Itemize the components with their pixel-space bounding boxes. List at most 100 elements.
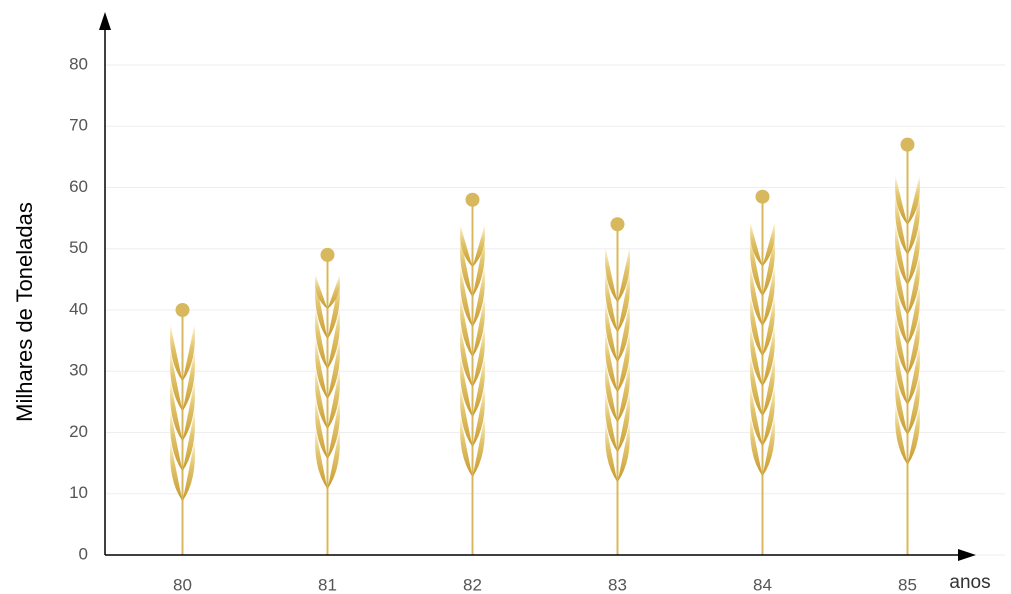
wheat-grain — [315, 398, 328, 459]
wheat-grain — [605, 422, 618, 483]
y-tick-label: 40 — [69, 299, 88, 318]
wheat-grain — [472, 225, 485, 267]
wheat-grain — [750, 222, 763, 267]
wheat-dot — [465, 192, 480, 207]
wheat-grain — [460, 225, 473, 267]
wheat-grain — [750, 296, 763, 357]
wheat-grain — [472, 296, 485, 357]
wheat-grain — [170, 381, 183, 442]
x-axis-arrow — [958, 549, 976, 561]
wheat-grain — [460, 326, 473, 387]
wheat-grain — [327, 308, 340, 369]
wheat-grain — [907, 404, 920, 465]
wheat-dot — [610, 217, 625, 232]
wheat-grain — [907, 314, 920, 375]
wheat-grain — [907, 374, 920, 435]
wheat-grain — [605, 247, 618, 303]
wheat-ear — [170, 324, 195, 502]
wheat-grain — [460, 266, 473, 327]
wheat-grain — [327, 398, 340, 459]
y-tick-label: 50 — [69, 238, 88, 257]
wheat-grain — [472, 326, 485, 387]
wheat-grain — [315, 274, 328, 309]
wheat-grain — [605, 362, 618, 423]
wheat-grain — [762, 356, 775, 417]
wheat-grain — [762, 326, 775, 387]
wheat-grain — [617, 332, 630, 393]
wheat-grain — [472, 266, 485, 327]
wheat-grain — [460, 356, 473, 417]
x-tick-label: 82 — [463, 575, 482, 594]
wheat-grain — [605, 302, 618, 363]
wheat-grain — [762, 386, 775, 447]
wheat-grain — [895, 314, 908, 375]
wheat-ear — [315, 274, 340, 489]
wheat-grain — [315, 428, 328, 489]
wheat-grain — [750, 326, 763, 387]
wheat-grain — [182, 441, 195, 502]
wheat-grain — [895, 404, 908, 465]
wheat-grain — [327, 338, 340, 399]
wheat-grain — [762, 296, 775, 357]
wheat-grain — [170, 441, 183, 502]
wheat-grain — [895, 374, 908, 435]
wheat-grain — [472, 386, 485, 447]
wheat-grain — [182, 381, 195, 442]
wheat-grain — [895, 254, 908, 315]
wheat-ear — [460, 225, 485, 477]
y-tick-label: 70 — [69, 116, 88, 135]
wheat-grain — [170, 351, 183, 412]
wheat-grain — [762, 416, 775, 477]
x-axis-title: anos — [949, 572, 990, 593]
x-tick-label: 81 — [318, 575, 337, 594]
wheat-grain — [907, 254, 920, 315]
wheat-ear — [895, 175, 920, 465]
wheat-grain — [460, 416, 473, 477]
y-tick-label: 0 — [79, 544, 88, 563]
wheat-grain — [907, 344, 920, 405]
y-tick-label: 20 — [69, 422, 88, 441]
wheat-dot — [175, 303, 190, 317]
wheat-grain — [895, 224, 908, 285]
wheat-grain — [750, 416, 763, 477]
y-tick-label: 80 — [69, 54, 88, 73]
wheat-grain — [327, 368, 340, 429]
wheat-grain — [472, 356, 485, 417]
y-tick-label: 30 — [69, 361, 88, 380]
wheat-grain — [605, 272, 618, 333]
wheat-grain — [617, 422, 630, 483]
wheat-grain — [762, 266, 775, 327]
wheat-grain — [182, 324, 195, 382]
wheat-grain — [472, 416, 485, 477]
y-tick-label: 60 — [69, 177, 88, 196]
x-tick-label: 85 — [898, 575, 917, 594]
wheat-grain — [170, 411, 183, 472]
wheat-grain — [895, 344, 908, 405]
grid — [105, 64, 1005, 556]
wheat-grain — [460, 386, 473, 447]
wheat-grain — [907, 175, 920, 225]
wheat-grain — [605, 392, 618, 453]
wheat-ear — [750, 222, 775, 477]
wheat-grain — [315, 338, 328, 399]
wheat-grain — [895, 175, 908, 225]
wheat-grain — [750, 266, 763, 327]
wheat-dot — [755, 189, 770, 204]
wheat-grain — [460, 296, 473, 357]
wheat-grain — [762, 236, 775, 297]
x-tick-label: 84 — [753, 575, 772, 594]
wheat-dot — [320, 247, 335, 262]
wheat-grain — [907, 194, 920, 255]
wheat-grain — [182, 351, 195, 412]
x-tick-label: 80 — [173, 575, 192, 594]
wheat-grain — [750, 356, 763, 417]
wheat-grain — [327, 274, 340, 309]
wheat-grain — [617, 272, 630, 333]
x-tick-label: 83 — [608, 575, 627, 594]
wheat-grain — [170, 324, 183, 382]
wheat-grain — [327, 428, 340, 489]
wheat-grain — [605, 332, 618, 393]
wheat-grain — [182, 411, 195, 472]
y-tick-label: 10 — [69, 483, 88, 502]
